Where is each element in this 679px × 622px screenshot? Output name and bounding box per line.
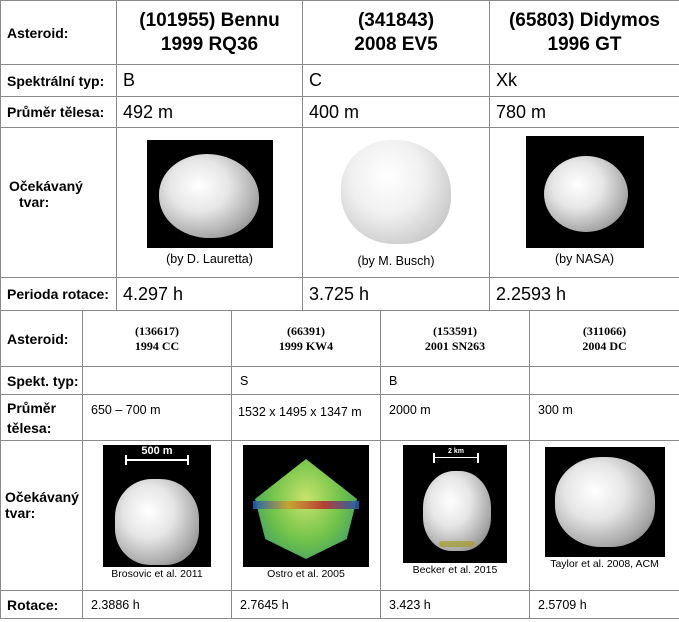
asteroid-header: (153591) 2001 SN263 <box>380 310 530 367</box>
row-label-shape: Očekávaný tvar: <box>0 127 117 278</box>
asteroid-number: (66391) <box>287 323 325 338</box>
asteroid-number: (65803) Didymos <box>508 9 660 31</box>
image-credit: Becker et al. 2015 <box>412 564 498 576</box>
spectral-value: B <box>116 64 303 97</box>
image-credit: (by NASA) <box>554 252 615 266</box>
asteroid-header: (101955) Bennu 1999 RQ36 <box>116 0 303 65</box>
diameter-value: 780 m <box>489 96 679 128</box>
asteroid-header: (66391) 1999 KW4 <box>231 310 381 367</box>
asteroid-image-bennu <box>146 140 273 248</box>
asteroid-designation: 1994 CC <box>134 338 180 353</box>
image-credit: (by D. Lauretta) <box>166 252 253 266</box>
spectral-value <box>529 366 679 395</box>
spectral-value: B <box>380 366 530 395</box>
diameter-value: 492 m <box>116 96 303 128</box>
diameter-value: 650 – 700 m <box>82 394 232 441</box>
asteroid-number: (101955) Bennu <box>139 9 280 31</box>
image-credit: Ostro et al. 2005 <box>267 568 345 580</box>
row-label-diameter: Průměr tělesa: <box>0 394 83 441</box>
spectral-value: C <box>302 64 490 97</box>
asteroid-image-2001sn263: 2 km <box>403 445 507 563</box>
shape-cell: 2 km Becker et al. 2015 <box>380 440 530 591</box>
spectral-value: S <box>231 366 381 395</box>
shape-row: Očekávaný tvar: 500 m Brosovic et al. 20… <box>0 440 679 591</box>
asteroid-number: (136617) <box>135 323 179 338</box>
asteroid-table-bottom: Asteroid: (136617) 1994 CC (66391) 1999 … <box>0 310 679 619</box>
rotation-value: 4.297 h <box>116 277 303 311</box>
asteroid-designation: 2001 SN263 <box>424 338 486 353</box>
header-row: Asteroid: (136617) 1994 CC (66391) 1999 … <box>0 310 679 367</box>
asteroid-designation: 1999 RQ36 <box>160 33 259 55</box>
asteroid-header: (136617) 1994 CC <box>82 310 232 367</box>
image-credit: (by M. Busch) <box>357 254 435 268</box>
rotation-value: 2.3886 h <box>82 590 232 619</box>
asteroid-number: (341843) <box>357 9 435 31</box>
spectral-row: Spektrální typ: B C Xk <box>0 64 679 97</box>
image-credit: Brosovic et al. 2011 <box>111 568 203 580</box>
asteroid-designation: 1999 KW4 <box>278 338 334 353</box>
rotation-value: 3.423 h <box>380 590 530 619</box>
row-label-asteroid: Asteroid: <box>0 310 83 367</box>
asteroid-header: (341843) 2008 EV5 <box>302 0 490 65</box>
row-label-rotation: Rotace: <box>0 590 83 619</box>
diameter-value: 300 m <box>529 394 679 441</box>
diameter-value: 2000 m <box>380 394 530 441</box>
row-label-rotation: Perioda rotace: <box>0 277 117 311</box>
shape-cell: 500 m Brosovic et al. 2011 <box>82 440 232 591</box>
asteroid-header: (311066) 2004 DC <box>529 310 679 367</box>
diameter-row: Průměr tělesa: 492 m 400 m 780 m <box>0 96 679 128</box>
row-label-shape: Očekávaný tvar: <box>0 440 83 591</box>
image-credit: Taylor et al. 2008, ACM <box>550 558 659 570</box>
scale-label: 2 km <box>448 448 464 455</box>
spectral-row: Spekt. typ: S B <box>0 366 679 395</box>
asteroid-image-1994cc: 500 m <box>103 445 211 567</box>
asteroid-image-didymos <box>525 136 644 248</box>
rotation-value: 2.5709 h <box>529 590 679 619</box>
rotation-value: 2.2593 h <box>489 277 679 311</box>
diameter-value: 400 m <box>302 96 490 128</box>
asteroid-designation: 2008 EV5 <box>354 33 438 55</box>
diameter-value: 1532 x 1495 x 1347 m <box>231 394 381 441</box>
asteroid-designation: 2004 DC <box>582 338 627 353</box>
row-label-spectral: Spekt. typ: <box>0 366 83 395</box>
asteroid-table-top: Asteroid: (101955) Bennu 1999 RQ36 (3418… <box>0 0 679 311</box>
row-label-spectral: Spektrální typ: <box>0 64 117 97</box>
asteroid-image-2004dc <box>544 447 665 557</box>
row-label-asteroid: Asteroid: <box>0 0 117 65</box>
rotation-value: 2.7645 h <box>231 590 381 619</box>
scale-label: 500 m <box>141 445 173 457</box>
diameter-row: Průměr tělesa: 650 – 700 m 1532 x 1495 x… <box>0 394 679 441</box>
header-row: Asteroid: (101955) Bennu 1999 RQ36 (3418… <box>0 0 679 65</box>
shape-cell: (by NASA) <box>489 127 679 278</box>
shape-cell: Ostro et al. 2005 <box>231 440 381 591</box>
asteroid-header: (65803) Didymos 1996 GT <box>489 0 679 65</box>
asteroid-image-2008ev5 <box>337 138 455 250</box>
rotation-row: Rotace: 2.3886 h 2.7645 h 3.423 h 2.5709… <box>0 590 679 619</box>
shape-row: Očekávaný tvar: (by D. Lauretta) (by M. … <box>0 127 679 278</box>
spectral-value <box>82 366 232 395</box>
asteroid-designation: 1996 GT <box>547 33 622 55</box>
row-label-diameter: Průměr tělesa: <box>0 96 117 128</box>
shape-cell: (by M. Busch) <box>302 127 490 278</box>
rotation-row: Perioda rotace: 4.297 h 3.725 h 2.2593 h <box>0 277 679 311</box>
spectral-value: Xk <box>489 64 679 97</box>
shape-cell: Taylor et al. 2008, ACM <box>529 440 679 591</box>
asteroid-number: (311066) <box>582 323 627 338</box>
shape-cell: (by D. Lauretta) <box>116 127 303 278</box>
asteroid-image-1999kw4 <box>243 445 369 567</box>
rotation-value: 3.725 h <box>302 277 490 311</box>
asteroid-number: (153591) <box>433 323 477 338</box>
